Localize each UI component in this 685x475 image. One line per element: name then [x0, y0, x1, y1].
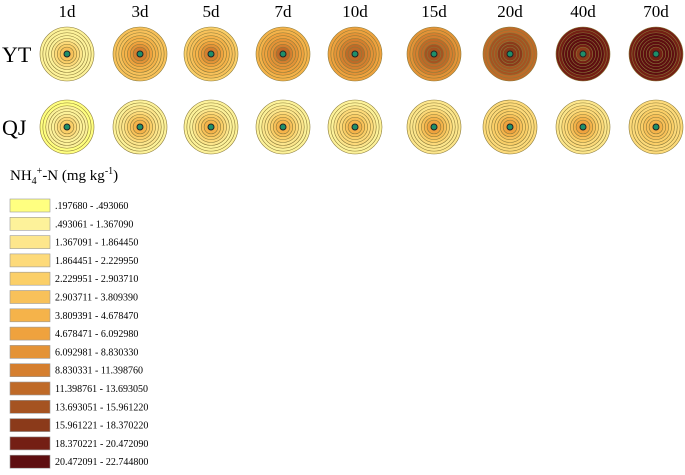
- center-dot: [430, 50, 438, 58]
- center-dot: [652, 123, 660, 131]
- legend-title-end: ): [113, 168, 118, 184]
- legend-swatch: [9, 253, 51, 268]
- legend-title-sup: +: [37, 166, 43, 177]
- legend-title-mid: -N (mg kg: [42, 168, 105, 184]
- legend-title-main: NH: [10, 168, 32, 184]
- legend-swatch: [9, 217, 51, 231]
- column-label: 20d: [497, 2, 523, 21]
- legend-swatch: [9, 326, 51, 341]
- legend-label: 4.678471 - 6.092980: [55, 329, 138, 340]
- center-dot: [351, 123, 359, 131]
- center-dot: [207, 50, 215, 58]
- legend-label: 20.472091 - 22.744800: [55, 457, 148, 468]
- column-label: 7d: [275, 2, 293, 21]
- legend-label: .493061 - 1.367090: [55, 219, 133, 230]
- legend-label: 2.903711 - 3.809390: [55, 293, 138, 304]
- row-label: QJ: [2, 115, 27, 140]
- legend-label: 15.961221 - 18.370220: [55, 421, 148, 432]
- legend-swatch: [9, 381, 51, 396]
- column-label: 70d: [643, 2, 669, 21]
- legend-label: .197680 - .493060: [55, 201, 128, 212]
- legend-label: 3.809391 - 4.678470: [55, 311, 138, 322]
- legend-title: NH4+-N (mg kg-1): [10, 166, 118, 187]
- column-label: 3d: [132, 2, 150, 21]
- center-dot: [506, 123, 514, 131]
- legend-label: 2.229951 - 2.903710: [55, 274, 138, 285]
- center-dot: [136, 123, 144, 131]
- legend-label: 1.367091 - 1.864450: [55, 238, 138, 249]
- center-dot: [579, 50, 587, 58]
- legend-label: 1.864451 - 2.229950: [55, 256, 138, 267]
- legend-swatch: [9, 345, 51, 359]
- center-dot: [351, 50, 359, 58]
- legend-label: 6.092981 - 8.830330: [55, 347, 138, 358]
- legend-swatch: [9, 454, 51, 469]
- center-dot: [63, 50, 71, 58]
- center-dot: [63, 123, 71, 131]
- column-label: 40d: [570, 2, 596, 21]
- center-dot: [279, 50, 287, 58]
- legend-swatch: [9, 235, 51, 249]
- legend-swatch: [9, 436, 51, 451]
- column-label: 10d: [342, 2, 368, 21]
- center-dot: [430, 123, 438, 131]
- row-label: YT: [2, 42, 32, 67]
- center-dot: [652, 50, 660, 58]
- legend-label: 8.830331 - 11.398760: [55, 366, 143, 377]
- legend-swatch: [9, 271, 51, 286]
- legend-label: 11.398761 - 13.693050: [55, 384, 148, 395]
- legend-swatch: [9, 308, 51, 323]
- legend-swatch: [9, 198, 51, 213]
- center-dot: [279, 123, 287, 131]
- column-label: 1d: [59, 2, 77, 21]
- center-dot: [579, 123, 587, 131]
- column-label: 15d: [421, 2, 447, 21]
- legend-title-sup2: -1: [105, 166, 113, 177]
- legend-swatch: [9, 399, 51, 414]
- center-dot: [207, 123, 215, 131]
- legend-title-sub: 4: [32, 176, 37, 187]
- legend-swatch: [9, 363, 51, 378]
- center-dot: [506, 50, 514, 58]
- center-dot: [136, 50, 144, 58]
- legend-swatch: [9, 418, 51, 432]
- legend-label: 13.693051 - 15.961220: [55, 402, 148, 413]
- legend-swatch: [9, 290, 51, 304]
- legend-label: 18.370221 - 20.472090: [55, 439, 148, 450]
- column-label: 5d: [203, 2, 221, 21]
